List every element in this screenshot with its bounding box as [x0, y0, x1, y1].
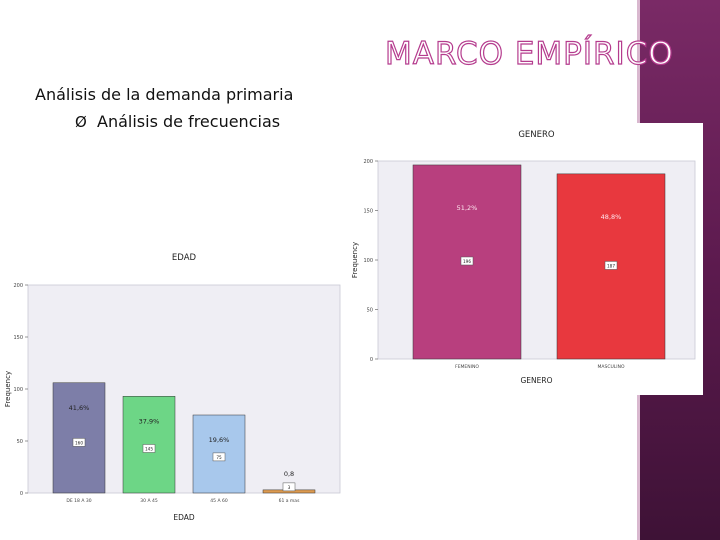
y-tick-label: 0 — [370, 357, 373, 363]
category-label: 45 A 60 — [210, 498, 228, 504]
y-tick-label: 200 — [363, 159, 373, 165]
bullet-item: Ø Análisis de frecuencias — [75, 112, 280, 131]
bar-count-label: 196 — [463, 259, 471, 264]
bar-count-box — [142, 444, 156, 453]
bar-count-label: 145 — [145, 447, 153, 452]
chart-genero: GENERO 0 50 100 150 200 Frequency 51,2% 196 FEMEN… — [345, 123, 703, 395]
slide-title: MARCO EMPÍRICO — [384, 35, 674, 72]
bar-percent-label: 41,6% — [69, 404, 90, 412]
category-label: 30 A 45 — [140, 498, 158, 504]
chart-genero-svg: GENERO 0 50 100 150 200 Frequency 51,2% 196 FEMEN… — [351, 130, 696, 385]
chart-title: EDAD — [172, 253, 197, 263]
category-label: MASCULINO — [598, 364, 625, 370]
bullet-text: Análisis de frecuencias — [97, 112, 281, 131]
bar-percent-label: 19,6% — [209, 436, 230, 444]
bar-count-label: 3 — [288, 485, 291, 490]
x-axis-label: GENERO — [520, 376, 552, 385]
y-tick-label: 100 — [363, 258, 373, 264]
bar-count-box — [460, 256, 474, 266]
y-axis-label: Frequency — [4, 371, 12, 407]
bar-count-label: 75 — [216, 455, 222, 460]
bar-percent-label: 51,2% — [457, 204, 478, 212]
category-label: 61 a mas — [279, 498, 300, 504]
y-axis-label: Frequency — [351, 242, 359, 278]
y-tick-label: 100 — [13, 387, 23, 393]
category-label: FEMENINO — [455, 364, 479, 370]
bar-percent-label: 0,8 — [284, 470, 294, 478]
bar-count-label: 187 — [607, 264, 615, 269]
y-tick-label: 0 — [20, 491, 23, 497]
bar-count-box — [604, 261, 618, 270]
bar — [52, 382, 106, 494]
bar-count-label: 160 — [75, 441, 83, 446]
y-tick-label: 50 — [17, 439, 23, 445]
bar-percent-label: 37,9% — [139, 417, 160, 425]
slide-subtitle: Análisis de la demanda primaria — [35, 85, 294, 104]
y-tick-label: 150 — [13, 335, 23, 341]
y-tick-label: 150 — [363, 209, 373, 215]
y-tick-label: 50 — [367, 308, 373, 314]
bar-count-box — [212, 452, 226, 462]
arrow-bullet-icon: Ø — [75, 113, 87, 131]
x-axis-label: EDAD — [173, 513, 195, 522]
y-tick-label: 200 — [13, 283, 23, 289]
category-label: DE 18 A 30 — [66, 498, 91, 504]
bar-percent-label: 48,8% — [601, 213, 622, 221]
chart-edad: EDAD 0 50 100 150 200 Frequency 41,6% 160 DE 18 A… — [0, 245, 350, 525]
chart-edad-svg: EDAD 0 50 100 150 200 Frequency 41,6% 160 DE 18 A… — [4, 253, 341, 522]
bar-count-box — [72, 438, 86, 447]
chart-title: GENERO — [518, 130, 555, 140]
bar-count-box — [282, 482, 296, 492]
